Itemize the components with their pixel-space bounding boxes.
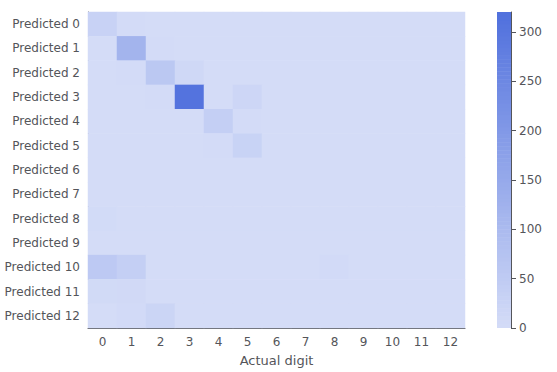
svg-text:Predicted 5: Predicted 5 xyxy=(12,139,80,153)
svg-text:Predicted 11: Predicted 11 xyxy=(5,285,80,299)
svg-text:Predicted 12: Predicted 12 xyxy=(5,309,80,323)
svg-text:250: 250 xyxy=(519,74,542,88)
svg-text:3: 3 xyxy=(186,335,194,349)
svg-text:Actual digit: Actual digit xyxy=(240,353,314,368)
svg-text:100: 100 xyxy=(519,222,542,236)
svg-text:Predicted 2: Predicted 2 xyxy=(12,66,80,80)
svg-text:11: 11 xyxy=(414,335,429,349)
svg-text:50: 50 xyxy=(519,272,534,286)
svg-text:Predicted 7: Predicted 7 xyxy=(12,187,80,201)
svg-text:Predicted 8: Predicted 8 xyxy=(12,212,80,226)
svg-text:8: 8 xyxy=(331,335,339,349)
svg-text:9: 9 xyxy=(360,335,368,349)
svg-text:6: 6 xyxy=(273,335,281,349)
svg-text:Predicted 3: Predicted 3 xyxy=(12,90,80,104)
svg-text:Predicted 9: Predicted 9 xyxy=(12,236,80,250)
svg-text:0: 0 xyxy=(99,335,107,349)
svg-text:Predicted 4: Predicted 4 xyxy=(12,114,80,128)
svg-text:7: 7 xyxy=(302,335,310,349)
svg-text:Predicted 6: Predicted 6 xyxy=(12,163,80,177)
svg-text:5: 5 xyxy=(244,335,252,349)
svg-text:150: 150 xyxy=(519,173,542,187)
svg-text:10: 10 xyxy=(385,335,400,349)
svg-text:4: 4 xyxy=(215,335,223,349)
svg-text:Predicted 10: Predicted 10 xyxy=(5,260,80,274)
svg-text:200: 200 xyxy=(519,124,542,138)
svg-text:2: 2 xyxy=(157,335,165,349)
svg-text:300: 300 xyxy=(519,25,542,39)
svg-text:Predicted 0: Predicted 0 xyxy=(12,17,80,31)
svg-text:1: 1 xyxy=(128,335,136,349)
svg-text:12: 12 xyxy=(443,335,458,349)
svg-text:Predicted 1: Predicted 1 xyxy=(12,41,80,55)
svg-text:0: 0 xyxy=(519,321,527,335)
